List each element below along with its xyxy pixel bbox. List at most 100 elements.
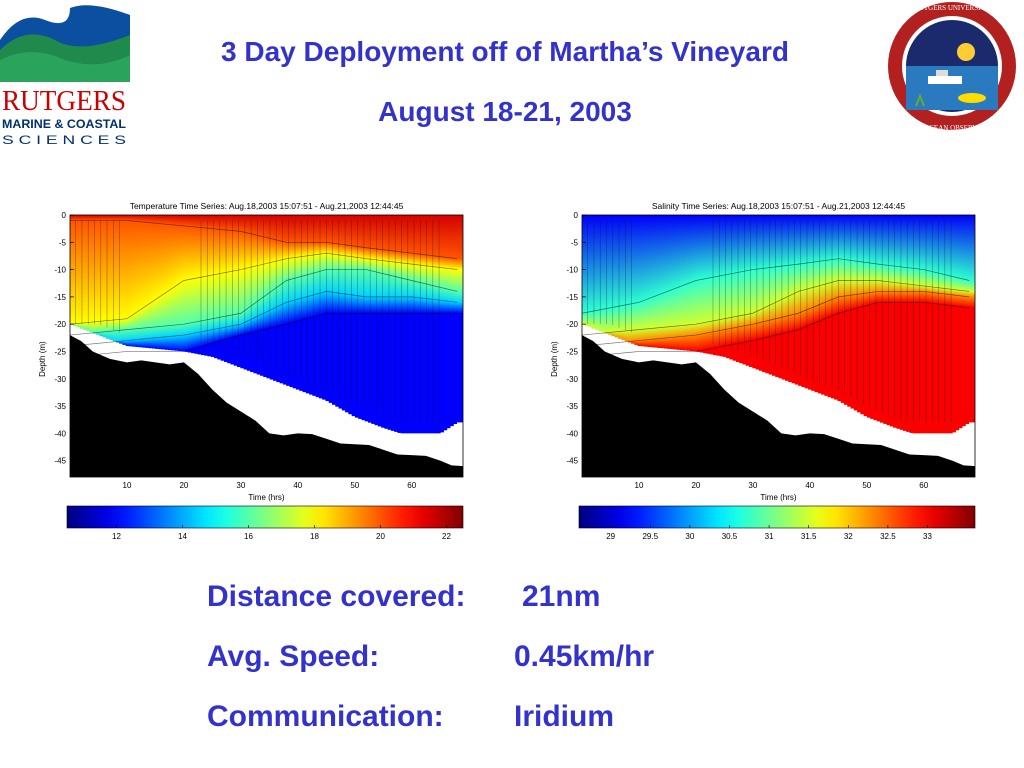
heatmap-column	[660, 215, 665, 349]
heatmap-column	[354, 215, 359, 418]
heatmap-column	[371, 215, 376, 424]
y-tick-label: -20	[566, 320, 578, 329]
heatmap-column	[328, 215, 333, 403]
heatmap-column	[729, 215, 734, 360]
heatmap-column	[663, 215, 668, 349]
x-tick-label: 50	[862, 481, 871, 490]
y-tick-label: -30	[54, 375, 66, 384]
heatmap-column	[922, 215, 927, 434]
heatmap-column	[739, 215, 744, 364]
contour-line	[582, 280, 970, 336]
heatmap-column	[256, 215, 261, 375]
logo-line3: S C I E N C E S	[2, 133, 126, 147]
heatmap-column	[732, 215, 737, 361]
y-tick-label: -45	[54, 457, 66, 466]
heatmap-column	[591, 215, 596, 329]
heatmap-column	[791, 215, 796, 384]
x-tick-label: 60	[919, 481, 928, 490]
heatmap-column	[893, 215, 897, 428]
heatmap-column	[266, 215, 271, 379]
heatmap-column	[122, 215, 127, 345]
heatmap-column	[860, 215, 865, 415]
heatmap-column	[627, 215, 632, 343]
heatmap-column	[699, 215, 704, 353]
y-tick-label: -35	[566, 402, 578, 411]
heatmap-column	[680, 215, 685, 351]
heatmap-column	[295, 215, 300, 390]
contour-line	[582, 258, 970, 314]
heatmap-column	[647, 215, 652, 347]
heatmap-column	[368, 215, 372, 423]
stat-label-communication: Communication:	[207, 700, 444, 733]
heatmap-column	[624, 215, 629, 342]
heatmap-column	[896, 215, 901, 429]
y-tick-label: -40	[54, 429, 66, 438]
heatmap-column	[713, 215, 717, 356]
heatmap-column	[778, 215, 783, 379]
x-tick-label: 30	[236, 481, 245, 490]
heatmap-column	[276, 215, 281, 383]
heatmap-column	[755, 215, 760, 370]
heatmap-column	[637, 215, 642, 347]
heatmap-column	[417, 215, 422, 434]
heatmap-column	[168, 215, 173, 351]
x-tick-label: 10	[635, 481, 644, 490]
heatmap-column	[768, 215, 773, 375]
colorbar-tick-label: 12	[112, 532, 121, 541]
heatmap-column	[821, 215, 825, 395]
heatmap-column	[459, 215, 463, 423]
heatmap-column	[443, 215, 448, 431]
heatmap-column	[174, 215, 179, 351]
heatmap-column	[706, 215, 711, 354]
plot-area	[582, 215, 975, 477]
heatmap-column	[690, 215, 694, 352]
svg-text:RUTGERS UNIVERSITY: RUTGERS UNIVERSITY	[914, 4, 990, 12]
heatmap-column	[644, 215, 649, 347]
heatmap-column	[925, 215, 930, 434]
heatmap-column	[866, 215, 871, 418]
heatmap-column	[716, 215, 721, 356]
heatmap-column	[870, 215, 875, 419]
heatmap-column	[667, 215, 672, 349]
heatmap-column	[420, 215, 425, 434]
stat-label-speed: Avg. Speed:	[207, 640, 380, 673]
heatmap-column	[919, 215, 924, 434]
heatmap-column	[938, 215, 943, 434]
heatmap-column	[696, 215, 701, 352]
heatmap-column	[79, 215, 84, 329]
heatmap-column	[348, 215, 353, 415]
heatmap-column	[798, 215, 803, 386]
heatmap-column	[683, 215, 688, 351]
x-tick-label: 20	[691, 481, 700, 490]
heatmap-column	[112, 215, 117, 342]
heatmap-column	[309, 215, 313, 395]
heatmap-column	[876, 215, 881, 422]
heatmap-column	[834, 215, 839, 400]
y-tick-label: -45	[566, 457, 578, 466]
heatmap-column	[709, 215, 714, 355]
y-axis-label: Depth (m)	[38, 341, 47, 377]
heatmap-column	[138, 215, 143, 348]
y-tick-label: -5	[59, 238, 67, 247]
heatmap-column	[771, 215, 776, 376]
x-axis-label: Time (hrs)	[248, 493, 284, 502]
heatmap-column	[847, 215, 852, 407]
heatmap-column	[942, 215, 947, 434]
y-tick-label: 0	[574, 211, 579, 220]
heatmap-column	[217, 215, 222, 360]
heatmap-column	[128, 215, 133, 347]
heatmap-column	[227, 215, 232, 364]
heatmap-column	[958, 215, 963, 429]
heatmap-column	[358, 215, 363, 419]
heatmap-column	[171, 215, 176, 351]
heatmap-column	[413, 215, 418, 434]
x-tick-label: 20	[179, 481, 188, 490]
heatmap-column	[299, 215, 304, 391]
heatmap-column	[886, 215, 891, 426]
heatmap-column	[135, 215, 140, 347]
heatmap-column	[269, 215, 274, 380]
heatmap-column	[426, 215, 431, 434]
colorbar-tick-label: 18	[310, 532, 319, 541]
heatmap-column	[259, 215, 264, 376]
heatmap-column	[214, 215, 218, 359]
